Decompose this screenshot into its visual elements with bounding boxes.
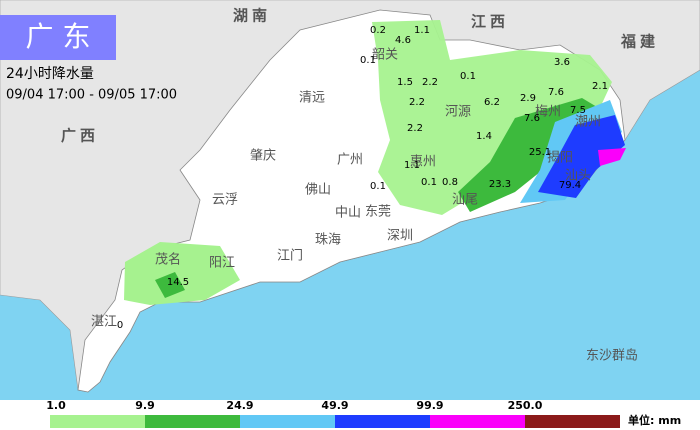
city-label: 茂名 [155, 252, 181, 268]
station-value: 2.9 [520, 93, 536, 104]
city-label: 广州 [337, 153, 363, 168]
city-label: 梅州 [535, 105, 561, 120]
city-label: 肇庆 [250, 149, 276, 164]
city-label: 云浮 [212, 193, 238, 208]
station-value: 0.2 [370, 25, 386, 36]
station-value: 1.1 [414, 25, 430, 36]
rain-light-west [124, 242, 240, 305]
legend-swatch [240, 415, 335, 428]
station-value: 2.1 [592, 81, 608, 92]
station-value: 6.2 [484, 97, 500, 108]
legend-label: 49.9 [321, 399, 348, 412]
station-value: 23.3 [489, 179, 511, 190]
city-label: 清远 [299, 91, 325, 106]
city-label: 汕头 [565, 169, 591, 184]
legend-unit: 单位: mm [628, 413, 681, 427]
station-value: 14.5 [167, 277, 189, 288]
city-label: 惠州 [410, 155, 436, 170]
legend-label: 9.9 [135, 399, 155, 412]
station-value: 0.1 [360, 55, 376, 66]
station-value: 7.6 [524, 113, 540, 124]
subtitle: 24小时降水量 [6, 66, 94, 82]
legend-swatch [430, 415, 525, 428]
city-label: 汕尾 [452, 193, 478, 208]
province-label: 江西 [471, 13, 509, 31]
title: 广 东 [26, 20, 91, 53]
station-value: 7.5 [570, 105, 586, 116]
station-value: 2.2 [409, 97, 425, 108]
city-label: 江门 [277, 249, 303, 264]
city-label: 韶关 [372, 47, 398, 63]
rain-light [372, 20, 612, 215]
city-label: 东沙群岛 [586, 348, 638, 364]
legend-swatch [525, 415, 620, 428]
station-value: 1.1 [404, 160, 420, 171]
province-label: 湖南 [233, 7, 271, 25]
province-label: 广西 [61, 127, 99, 145]
station-value: 7.6 [548, 87, 564, 98]
station-value: 1.4 [476, 131, 492, 142]
station-value: 0 [117, 320, 123, 331]
station-value: 0.8 [442, 177, 458, 188]
legend-label: 24.9 [226, 399, 253, 412]
legend-swatch [145, 415, 240, 428]
station-value: 2.2 [407, 123, 423, 134]
rain-storm [538, 115, 625, 198]
legend-label: 99.9 [416, 399, 443, 412]
station-value: 79.4 [559, 180, 581, 191]
legend-swatch [50, 415, 145, 428]
station-value: 0.1 [370, 181, 386, 192]
legend-label: 250.0 [508, 399, 543, 412]
city-label: 湛江 [91, 315, 117, 330]
station-value: 3.6 [554, 57, 570, 68]
legend-label: 1.0 [46, 399, 66, 412]
city-label: 东莞 [365, 205, 391, 220]
city-label: 佛山 [305, 183, 331, 198]
legend-swatch [335, 415, 430, 428]
city-label: 中山 [335, 206, 361, 221]
station-value: 2.2 [422, 77, 438, 88]
city-label: 深圳 [387, 229, 413, 244]
station-value: 0.1 [421, 177, 437, 188]
city-label: 潮州 [575, 115, 601, 130]
period: 09/04 17:00 - 09/05 17:00 [6, 88, 177, 103]
city-label: 珠海 [315, 233, 341, 248]
title-box [0, 15, 116, 60]
station-value: 0.1 [460, 71, 476, 82]
city-label: 河源 [445, 105, 471, 120]
station-value: 4.6 [395, 35, 411, 46]
rain-moderate-west [155, 272, 185, 298]
rain-heavy-storm [598, 148, 626, 166]
station-value: 25.1 [529, 147, 551, 158]
city-label: 揭阳 [547, 151, 573, 166]
station-value: 1.5 [397, 77, 413, 88]
province-label: 福建 [620, 33, 659, 51]
city-label: 阳江 [209, 256, 235, 271]
